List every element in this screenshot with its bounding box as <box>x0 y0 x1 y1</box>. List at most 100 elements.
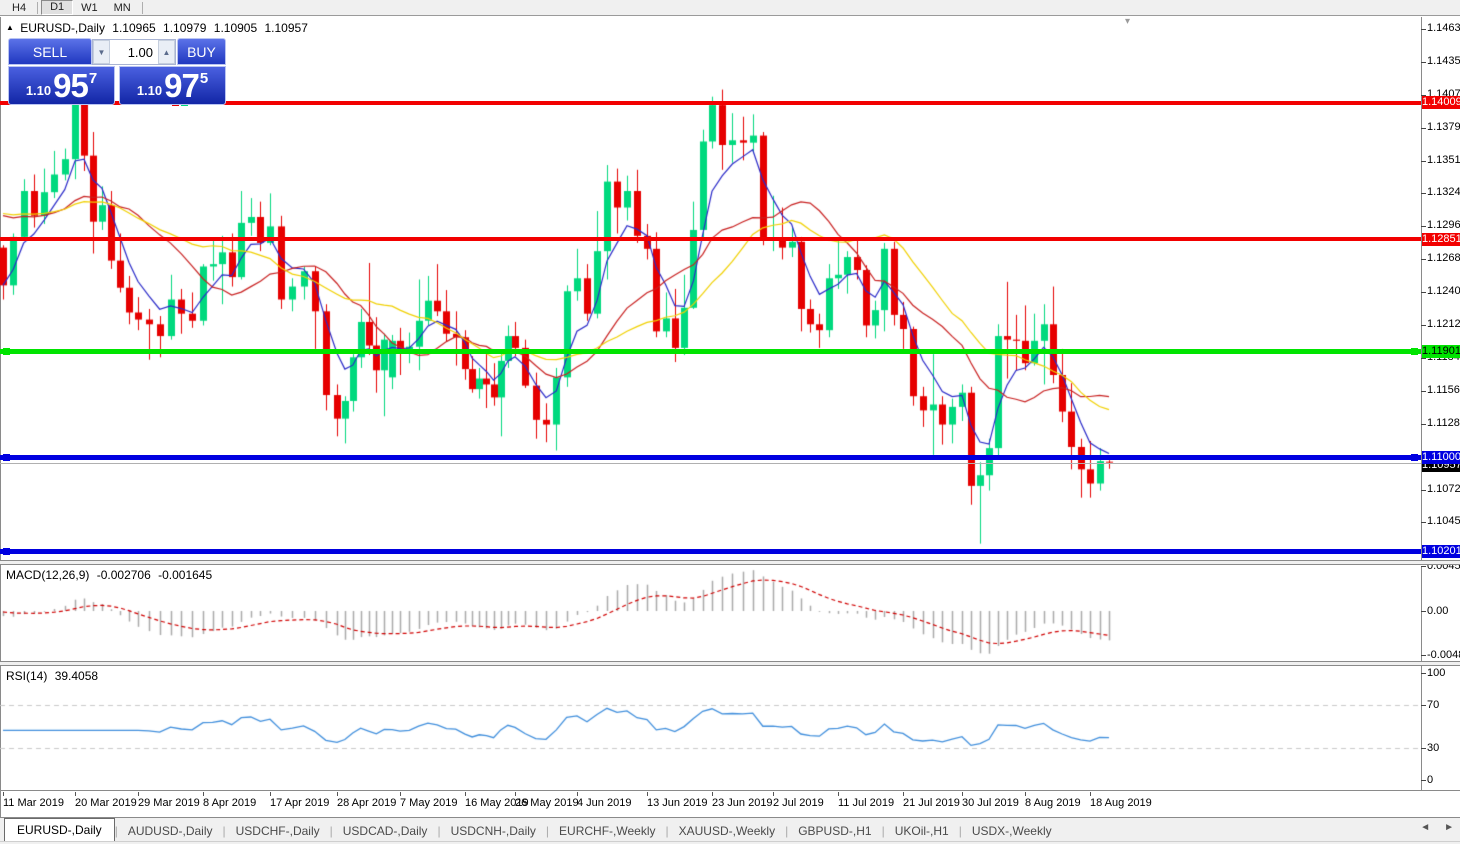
tab-eurusd-daily[interactable]: EURUSD-,Daily <box>4 818 115 841</box>
time-axis-label: 28 Apr 2019 <box>337 797 397 809</box>
hline-1.14009[interactable] <box>0 101 1421 105</box>
price-tick-mark <box>1421 226 1426 227</box>
buy-button[interactable]: BUY <box>177 38 226 65</box>
time-tick-mark <box>1090 792 1091 796</box>
time-tick-mark <box>838 792 839 796</box>
tab-audusd-daily[interactable]: AUDUSD-,Daily <box>127 824 213 838</box>
time-axis-label: 30 Jul 2019 <box>962 797 1019 809</box>
tab-separator: | <box>958 824 962 838</box>
time-axis-label: 2 Jul 2019 <box>773 797 824 809</box>
time-tick-mark <box>3 792 4 796</box>
hline-1.10201[interactable] <box>0 549 1421 554</box>
hline-handle[interactable] <box>1411 348 1418 355</box>
tab-usdcad-daily[interactable]: USDCAD-,Daily <box>342 824 428 838</box>
time-axis-label: 8 Aug 2019 <box>1025 797 1081 809</box>
hline-handle[interactable] <box>3 348 10 355</box>
price-tick-mark <box>1421 522 1426 523</box>
price-tick-label: 1.12680 <box>1427 252 1460 264</box>
volume-spinner: ▼ 1.00 ▲ <box>92 39 176 65</box>
time-tick-mark <box>962 792 963 796</box>
sell-button-label: SELL <box>32 43 68 60</box>
rsi-tick-label: 100 <box>1427 667 1446 679</box>
macd-tick-label: -0.004806 <box>1427 649 1460 661</box>
tab-separator: | <box>114 824 118 838</box>
buy-price-button[interactable]: 1.10 97 5 <box>119 66 226 105</box>
rsi-axis-border <box>1421 666 1422 790</box>
time-tick-mark <box>270 792 271 796</box>
macd-splitter[interactable] <box>0 560 1460 565</box>
macd-value: -0.002706 <box>96 568 151 582</box>
time-tick-mark <box>1025 792 1026 796</box>
price-tick-mark <box>1421 259 1426 260</box>
time-axis-label: 16 May 2019 <box>465 797 529 809</box>
ohlc-open: 1.10965 <box>112 21 156 35</box>
tab-separator: | <box>222 824 226 838</box>
timeframe-button-h4[interactable]: H4 <box>12 1 27 14</box>
tab-scroll-right-icon[interactable]: ► <box>1444 822 1454 833</box>
hline-handle[interactable] <box>3 454 10 461</box>
tab-eurchf-weekly[interactable]: EURCHF-,Weekly <box>559 824 656 838</box>
price-tick-mark <box>1421 391 1426 392</box>
hline-1.12851[interactable] <box>0 237 1421 241</box>
macd-tick-mark <box>1421 655 1426 656</box>
timeframe-button-mn[interactable]: MN <box>113 1 131 14</box>
macd-tick-mark <box>1421 611 1426 612</box>
timeframe-button-d1[interactable]: D1 <box>41 0 74 15</box>
tab-usdx-weekly[interactable]: USDX-,Weekly <box>971 824 1052 838</box>
sell-price-prefix: 1.10 <box>25 83 52 98</box>
sell-button[interactable]: SELL <box>8 38 92 65</box>
time-axis-label: 13 Jun 2019 <box>647 797 708 809</box>
macd-name: MACD(12,26,9) <box>6 568 90 582</box>
price-tick-label: 1.12960 <box>1427 219 1460 231</box>
price-tick-label: 1.10725 <box>1427 483 1460 495</box>
time-axis-label: 11 Jul 2019 <box>838 797 895 809</box>
time-axis-label: 17 Apr 2019 <box>270 797 330 809</box>
tab-scroll-left-icon[interactable]: ◄ <box>1420 822 1431 833</box>
timeframe-button-w1[interactable]: W1 <box>81 1 98 14</box>
status-strip <box>0 841 1460 844</box>
rsi-tick-label: 30 <box>1427 742 1440 754</box>
tab-separator: | <box>545 824 550 838</box>
hline-1.11000[interactable] <box>0 455 1421 460</box>
time-tick-mark <box>138 792 139 796</box>
time-tick-mark <box>515 792 516 796</box>
macd-axis-border <box>1421 566 1422 661</box>
rsi-splitter[interactable] <box>0 661 1460 666</box>
time-tick-mark <box>75 792 76 796</box>
sell-price-big: 95 <box>53 67 89 104</box>
toolbar-separator <box>141 1 143 14</box>
tab-separator: | <box>881 824 885 838</box>
chevron-down-icon: ▼ <box>97 47 106 57</box>
tab-gbpusd-h1[interactable]: GBPUSD-,H1 <box>798 824 872 838</box>
volume-down-button[interactable]: ▼ <box>93 40 110 64</box>
price-tick-label: 1.14355 <box>1427 55 1460 67</box>
rsi-tick-mark <box>1421 673 1426 674</box>
price-tick-label: 1.14635 <box>1427 22 1460 34</box>
tab-xauusd-weekly[interactable]: XAUUSD-,Weekly <box>678 824 776 838</box>
price-tick-label: 1.13795 <box>1427 121 1460 133</box>
hline-handle[interactable] <box>3 548 10 555</box>
price-tick-mark <box>1421 490 1426 491</box>
rsi-tick-mark <box>1421 705 1426 706</box>
price-marker-1.11000: 1.11000 <box>1422 451 1460 464</box>
tab-ukoil-h1[interactable]: UKOil-,H1 <box>894 824 949 838</box>
buy-price-prefix: 1.10 <box>136 83 163 98</box>
sell-price-button[interactable]: 1.10 95 7 <box>8 66 115 105</box>
time-axis-label: 21 Jul 2019 <box>903 797 960 809</box>
toolbar-separator <box>37 1 39 14</box>
panel-collapse-icon[interactable]: ▾ <box>1125 16 1131 27</box>
hline-handle[interactable] <box>1411 454 1418 461</box>
price-tick-label: 1.11565 <box>1427 384 1460 396</box>
tab-separator: | <box>437 824 441 838</box>
hline-1.11901[interactable] <box>0 349 1421 354</box>
price-tick-label: 1.11285 <box>1427 417 1460 429</box>
price-tick-mark <box>1421 424 1426 425</box>
volume-input[interactable]: 1.00 <box>127 44 153 60</box>
tab-usdchf-daily[interactable]: USDCHF-,Daily <box>235 824 320 838</box>
volume-up-button[interactable]: ▲ <box>158 40 175 64</box>
price-tick-label: 1.13515 <box>1427 154 1460 166</box>
tab-usdcnh-daily[interactable]: USDCNH-,Daily <box>450 824 536 838</box>
price-tick-label: 1.10450 <box>1427 515 1460 527</box>
